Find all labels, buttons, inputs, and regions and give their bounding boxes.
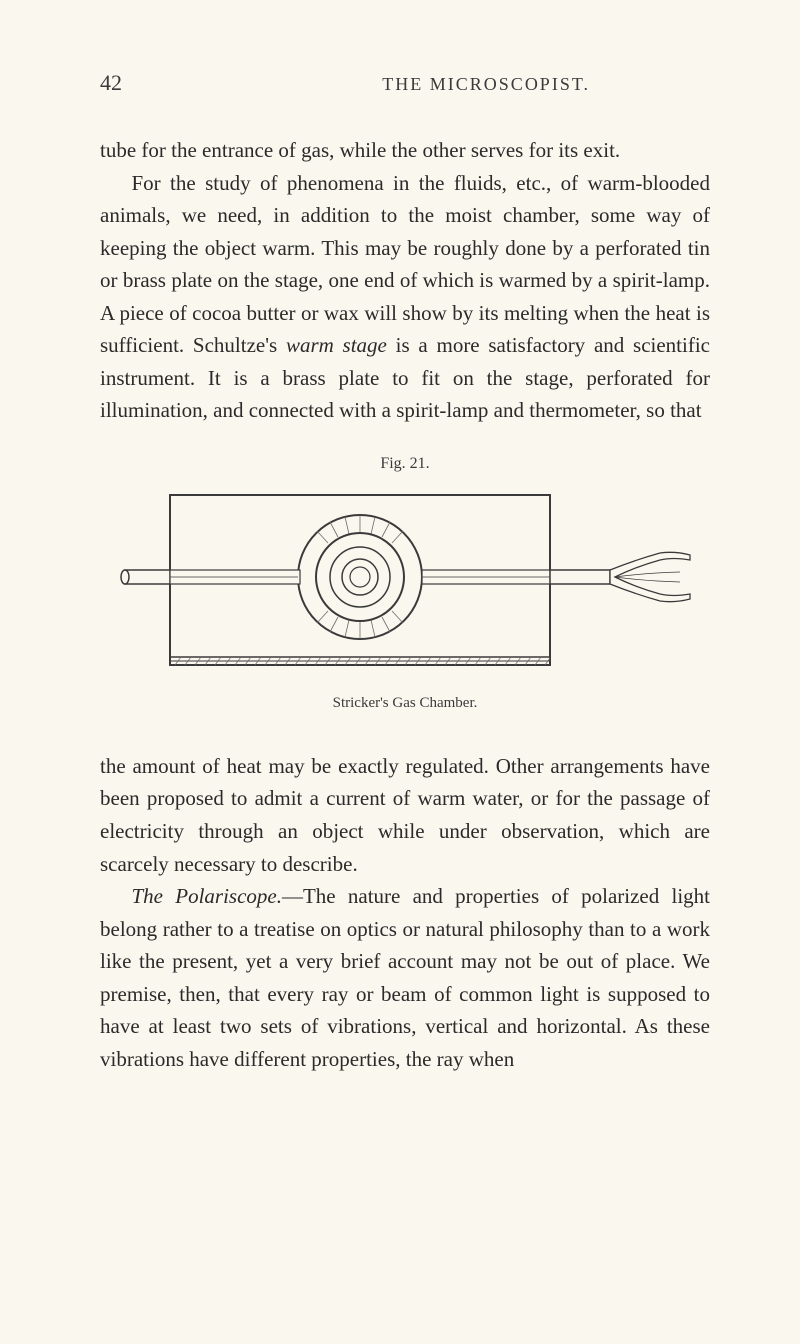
figure-label: Fig. 21. — [100, 455, 710, 473]
paragraph-4-italic: The Polariscope. — [132, 884, 282, 908]
paragraph-4-text: —The nature and properties of polarized … — [100, 884, 710, 1071]
paragraph-2-italic: warm stage — [286, 333, 387, 357]
figure-caption: Stricker's Gas Chamber. — [100, 695, 710, 712]
paragraph-1: tube for the entrance of gas, while the … — [100, 134, 710, 167]
body-text-block-2: the amount of heat may be exactly regula… — [100, 750, 710, 1075]
body-text-block-1: tube for the entrance of gas, while the … — [100, 134, 710, 427]
figure-container — [100, 485, 710, 685]
gas-chamber-diagram — [115, 485, 695, 685]
paragraph-3: the amount of heat may be exactly regula… — [100, 750, 710, 880]
page-number: 42 — [100, 70, 122, 96]
paragraph-4: The Polariscope.—The nature and properti… — [100, 880, 710, 1075]
chapter-title: THE MICROSCOPIST. — [382, 74, 590, 95]
paragraph-2: For the study of phenomena in the fluids… — [100, 167, 710, 427]
paragraph-2-part-a: For the study of phenomena in the fluids… — [100, 171, 710, 358]
